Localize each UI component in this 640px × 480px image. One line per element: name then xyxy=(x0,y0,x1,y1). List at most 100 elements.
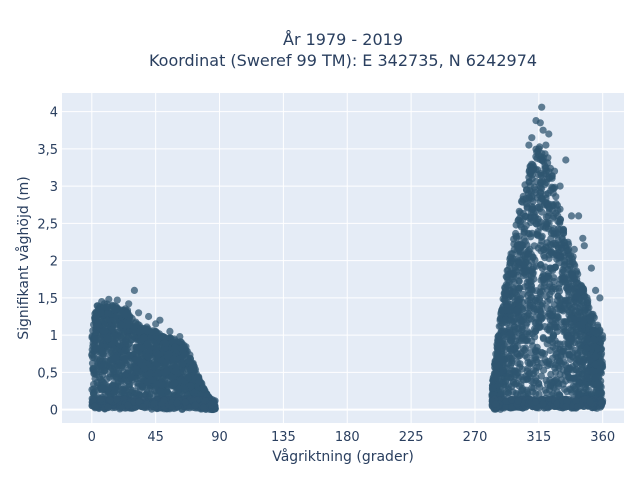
data-point xyxy=(549,354,557,362)
data-point xyxy=(546,323,555,331)
data-point xyxy=(112,354,120,362)
data-point xyxy=(507,316,515,324)
data-point xyxy=(114,380,122,388)
data-point xyxy=(546,283,554,291)
data-point xyxy=(557,245,566,253)
data-point xyxy=(139,403,147,411)
data-point xyxy=(90,354,98,362)
y-tick-label: 2 xyxy=(50,255,58,270)
data-point xyxy=(545,203,553,211)
data-point xyxy=(144,352,152,361)
y-tick-label: 3 xyxy=(50,180,58,195)
data-point xyxy=(125,321,133,329)
data-point xyxy=(580,371,588,380)
data-point xyxy=(162,339,170,347)
data-point xyxy=(576,341,584,350)
data-point xyxy=(525,173,533,181)
data-point xyxy=(121,338,129,346)
data-point xyxy=(575,355,583,363)
data-point xyxy=(544,175,552,183)
data-point xyxy=(572,299,580,307)
x-tick-label: 360 xyxy=(590,430,615,445)
x-tick-label: 45 xyxy=(147,430,164,445)
data-point xyxy=(518,258,526,266)
data-point xyxy=(522,321,530,329)
data-point xyxy=(591,353,599,361)
data-point xyxy=(130,286,138,294)
data-point xyxy=(512,371,520,379)
data-point xyxy=(531,189,540,197)
data-point xyxy=(582,385,590,393)
data-point xyxy=(162,358,170,366)
data-point xyxy=(515,284,524,292)
data-point xyxy=(105,295,113,303)
data-point xyxy=(550,274,558,282)
data-point xyxy=(191,401,199,409)
data-point xyxy=(516,209,524,217)
data-point xyxy=(119,328,127,336)
data-point xyxy=(499,358,507,366)
data-point xyxy=(128,374,136,382)
data-point xyxy=(167,373,175,381)
data-point xyxy=(538,103,546,111)
data-point xyxy=(544,272,552,280)
data-point xyxy=(530,275,538,283)
data-point xyxy=(549,214,557,222)
data-point xyxy=(567,321,576,329)
data-point xyxy=(542,218,550,227)
data-point xyxy=(147,328,155,336)
data-point xyxy=(536,313,545,321)
data-point xyxy=(491,400,500,408)
data-point xyxy=(103,303,111,311)
data-point xyxy=(91,402,99,411)
data-point xyxy=(186,404,194,412)
data-point xyxy=(538,176,546,184)
data-point xyxy=(530,366,538,375)
data-point xyxy=(531,327,540,335)
data-point xyxy=(597,359,605,367)
data-point xyxy=(548,317,557,325)
data-point xyxy=(565,296,574,305)
data-point xyxy=(567,336,576,344)
data-point xyxy=(556,299,564,307)
data-point xyxy=(541,224,550,232)
data-point xyxy=(154,350,162,358)
data-point xyxy=(539,335,548,343)
data-point xyxy=(556,226,564,234)
data-point xyxy=(179,360,187,368)
data-point xyxy=(511,289,519,297)
data-point xyxy=(140,364,148,373)
x-tick-label: 315 xyxy=(526,430,551,445)
data-point xyxy=(537,283,545,291)
data-point xyxy=(548,334,556,342)
data-point xyxy=(586,397,594,405)
data-point xyxy=(104,385,112,393)
data-point xyxy=(535,296,544,304)
data-point xyxy=(594,379,602,387)
data-point xyxy=(526,299,534,307)
data-point xyxy=(498,306,506,314)
data-point xyxy=(548,378,556,387)
x-tick-label: 225 xyxy=(399,430,424,445)
data-point xyxy=(550,167,559,175)
data-point xyxy=(592,373,601,381)
data-point xyxy=(118,404,126,412)
data-point xyxy=(530,307,538,315)
data-point xyxy=(536,261,544,269)
data-point xyxy=(502,403,510,411)
data-point xyxy=(88,332,96,340)
data-point xyxy=(186,365,194,373)
data-point xyxy=(210,399,218,407)
data-point xyxy=(529,388,537,396)
data-point xyxy=(531,314,539,322)
data-point xyxy=(554,313,562,321)
data-point xyxy=(567,212,576,220)
data-point xyxy=(494,381,503,389)
data-point xyxy=(187,382,195,390)
y-axis-title: Signifikant våghöjd (m) xyxy=(15,176,32,339)
data-point xyxy=(113,296,121,304)
data-point xyxy=(534,232,542,240)
data-point xyxy=(126,351,134,359)
data-point xyxy=(511,229,520,238)
